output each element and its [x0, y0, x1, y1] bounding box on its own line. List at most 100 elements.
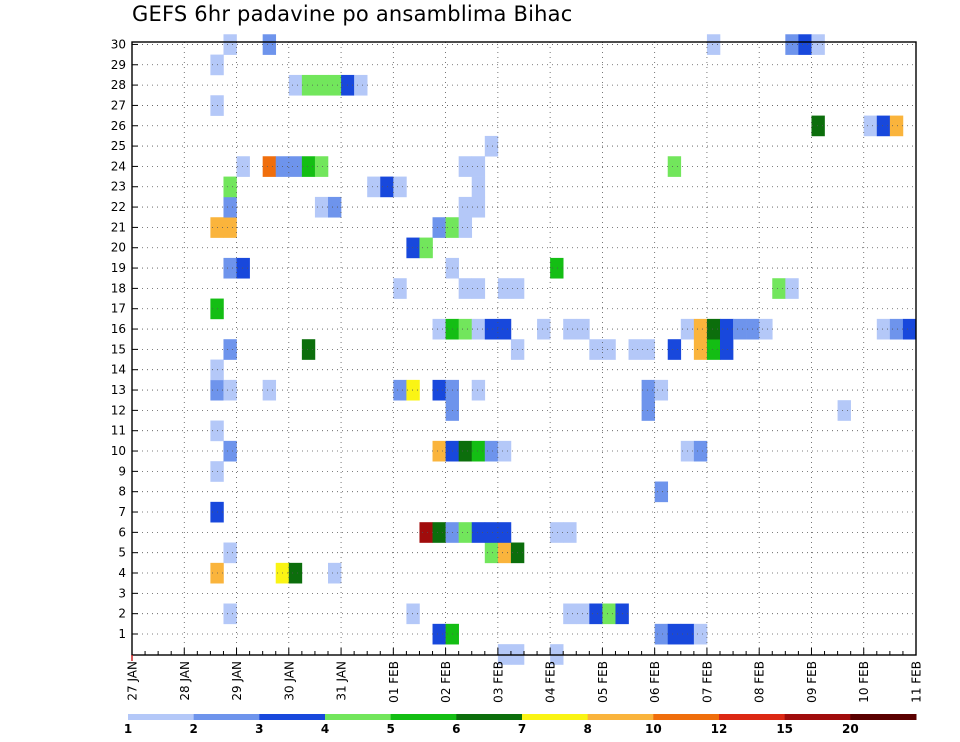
- colorbar-swatch: [128, 714, 195, 720]
- heatmap-cell: [432, 217, 446, 238]
- x-tick-label: 29 JAN: [230, 661, 244, 701]
- colorbar-swatch: [259, 714, 326, 720]
- colorbar-swatch: [456, 714, 523, 720]
- heatmap-cell: [693, 339, 708, 360]
- x-tick-label: 04 FEB: [544, 661, 558, 703]
- y-tick-label: 30: [111, 37, 126, 51]
- heatmap-cell: [537, 318, 551, 340]
- y-tick-label: 26: [111, 119, 126, 133]
- heatmap-cell: [288, 156, 303, 177]
- y-tick-label: 12: [111, 403, 126, 417]
- heatmap-cell: [706, 339, 721, 360]
- heatmap-cell: [393, 176, 407, 198]
- heatmap-cell: [301, 74, 316, 96]
- colorbar-swatch: [784, 714, 851, 720]
- heatmap-cell: [889, 318, 904, 340]
- heatmap-cell: [471, 440, 486, 462]
- heatmap-cell: [223, 176, 237, 198]
- y-tick-label: 15: [111, 342, 126, 356]
- colorbar-swatch: [850, 714, 917, 720]
- heatmap-cell: [223, 34, 237, 55]
- x-tick-label: 01 FEB: [387, 661, 401, 703]
- heatmap-cell: [497, 318, 512, 340]
- x-tick-label: 31 JAN: [335, 661, 349, 701]
- colorbar-label: 20: [842, 722, 859, 736]
- heatmap-cell: [693, 440, 708, 462]
- x-tick-label: 03 FEB: [491, 661, 505, 703]
- y-tick-label: 20: [111, 241, 126, 255]
- y-tick-label: 21: [111, 220, 126, 234]
- heatmap-cell: [288, 562, 303, 584]
- y-tick-label: 27: [111, 98, 126, 112]
- heatmap-cell: [902, 318, 917, 340]
- heatmap-cell: [314, 156, 329, 177]
- y-tick-label: 25: [111, 139, 126, 153]
- heatmap-cell: [563, 603, 577, 625]
- heatmap-cell: [223, 257, 237, 279]
- heatmap-cell: [706, 318, 721, 340]
- heatmap-cell: [811, 115, 825, 137]
- heatmap-cell: [223, 542, 237, 564]
- heatmap-cell: [328, 74, 342, 96]
- heatmap-cell: [484, 135, 499, 157]
- heatmap-cell: [497, 522, 512, 543]
- y-tick-label: 16: [111, 322, 126, 336]
- y-tick-label: 7: [118, 505, 126, 519]
- heatmap-cell: [550, 522, 564, 543]
- heatmap-cell: [837, 400, 851, 421]
- heatmap-cell: [863, 115, 878, 137]
- y-tick-label: 13: [111, 383, 126, 397]
- heatmap-cell: [706, 34, 721, 55]
- heatmap-cell: [262, 379, 277, 401]
- heatmap-cell: [288, 74, 303, 96]
- heatmap-cell: [759, 318, 773, 340]
- heatmap-cell: [628, 339, 642, 360]
- colorbar-label: 4: [321, 722, 329, 736]
- heatmap-cell: [876, 115, 891, 137]
- x-tick-label: 05 FEB: [596, 661, 610, 703]
- colorbar-label: 15: [776, 722, 793, 736]
- y-tick-label: 28: [111, 78, 126, 92]
- heatmap-cell: [641, 339, 655, 360]
- heatmap-cell: [889, 115, 904, 137]
- heatmap-cell: [589, 339, 603, 360]
- heatmap-cell: [432, 522, 446, 543]
- heatmap-cell: [432, 440, 446, 462]
- colorbar: 1 2 3 4 5 6 7 8 10 12 15 20: [124, 714, 917, 736]
- x-tick-label: 28 JAN: [178, 661, 192, 701]
- heatmap-cell: [641, 379, 655, 401]
- y-tick-label: 17: [111, 302, 126, 316]
- colorbar-swatch: [653, 714, 720, 720]
- heatmap-cell: [497, 278, 512, 299]
- heatmap-cell: [223, 440, 237, 462]
- heatmap-cell: [419, 522, 433, 543]
- heatmap-cell: [458, 156, 473, 177]
- heatmap-cell: [811, 34, 825, 55]
- x-tick-label: 07 FEB: [700, 661, 714, 703]
- heatmap-cell: [471, 379, 486, 401]
- x-tick-label: 11 FEB: [910, 661, 924, 703]
- heatmap-cell: [563, 522, 577, 543]
- heatmap-cell: [314, 74, 329, 96]
- colorbar-label: 5: [386, 722, 394, 736]
- colorbar-swatch: [390, 714, 457, 720]
- y-tick-label: 24: [111, 159, 126, 173]
- heatmap-cell: [471, 196, 486, 218]
- heatmap-cell: [550, 257, 564, 279]
- colorbar-swatch: [193, 714, 260, 720]
- heatmap-cell: [471, 278, 486, 299]
- colorbar-swatch: [587, 714, 654, 720]
- colorbar-label: 2: [189, 722, 197, 736]
- heatmap-cell: [223, 217, 237, 238]
- heatmap-cell: [484, 542, 499, 564]
- chart-title: GEFS 6hr padavine po ansamblima Bihac: [132, 2, 573, 26]
- heatmap-cell: [563, 318, 577, 340]
- heatmap-cell: [497, 542, 512, 564]
- y-tick-label: 9: [118, 464, 126, 478]
- y-tick-label: 8: [118, 485, 126, 499]
- colorbar-label: 10: [645, 722, 662, 736]
- heatmap-cell: [458, 278, 473, 299]
- colorbar-label: 6: [452, 722, 460, 736]
- y-tick-label: 3: [118, 586, 126, 600]
